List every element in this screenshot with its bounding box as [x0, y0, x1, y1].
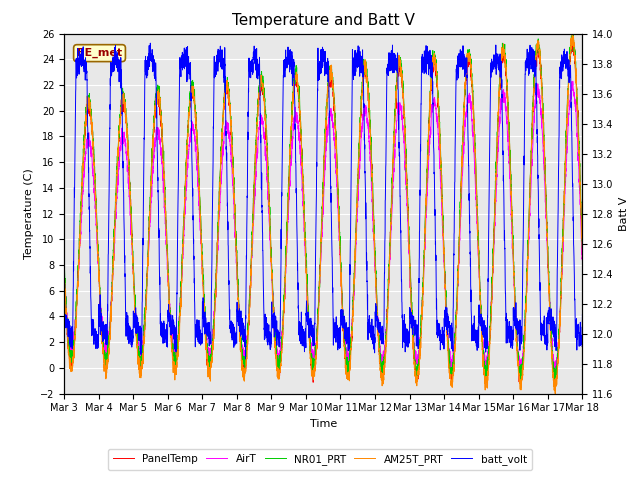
PanelTemp	[307, 351, 314, 357]
AM25T_PRT	[568, 31, 576, 36]
AirT	[278, 333, 285, 339]
AirT	[60, 266, 68, 272]
PanelTemp	[537, 69, 545, 75]
NR01_PRT	[436, 149, 444, 155]
AM25T_PRT	[60, 273, 68, 278]
Title: Temperature and Batt V: Temperature and Batt V	[232, 13, 415, 28]
AM25T_PRT	[563, 131, 570, 137]
batt_volt	[307, 326, 314, 332]
PanelTemp	[282, 258, 290, 264]
AM25T_PRT	[278, 350, 285, 356]
NR01_PRT	[563, 118, 570, 123]
NR01_PRT	[60, 259, 68, 265]
Legend: PanelTemp, AirT, NR01_PRT, AM25T_PRT, batt_volt: PanelTemp, AirT, NR01_PRT, AM25T_PRT, ba…	[108, 449, 532, 470]
AirT	[579, 256, 586, 262]
batt_volt	[242, 356, 250, 362]
AirT	[282, 264, 290, 270]
PanelTemp	[563, 123, 570, 129]
Line: NR01_PRT: NR01_PRT	[64, 34, 582, 386]
PanelTemp	[278, 345, 285, 351]
NR01_PRT	[569, 31, 577, 36]
AM25T_PRT	[579, 256, 586, 262]
batt_volt	[563, 56, 570, 62]
NR01_PRT	[307, 344, 314, 349]
AM25T_PRT	[537, 66, 545, 72]
Y-axis label: Batt V: Batt V	[620, 196, 629, 231]
NR01_PRT	[282, 252, 290, 257]
X-axis label: Time: Time	[310, 419, 337, 429]
NR01_PRT	[579, 245, 586, 251]
AM25T_PRT	[307, 355, 314, 360]
Text: EE_met: EE_met	[77, 48, 122, 58]
AirT	[537, 110, 545, 116]
AirT	[516, 371, 524, 376]
PanelTemp	[436, 154, 444, 160]
NR01_PRT	[537, 61, 545, 67]
AirT	[436, 179, 444, 185]
AM25T_PRT	[436, 151, 444, 157]
Line: batt_volt: batt_volt	[64, 43, 582, 359]
PanelTemp	[569, 37, 577, 43]
AirT	[563, 157, 570, 163]
Y-axis label: Temperature (C): Temperature (C)	[24, 168, 35, 259]
AirT	[569, 78, 577, 84]
batt_volt	[537, 332, 545, 337]
NR01_PRT	[278, 339, 285, 345]
NR01_PRT	[552, 383, 559, 389]
batt_volt	[278, 168, 286, 173]
batt_volt	[437, 336, 445, 342]
Line: AirT: AirT	[64, 81, 582, 373]
batt_volt	[60, 308, 68, 314]
batt_volt	[579, 312, 586, 317]
PanelTemp	[60, 257, 68, 263]
batt_volt	[147, 40, 154, 46]
AirT	[307, 342, 314, 348]
PanelTemp	[579, 246, 586, 252]
batt_volt	[282, 64, 290, 70]
PanelTemp	[517, 384, 525, 389]
AM25T_PRT	[282, 255, 290, 261]
Line: PanelTemp: PanelTemp	[64, 40, 582, 386]
AM25T_PRT	[551, 391, 559, 396]
Line: AM25T_PRT: AM25T_PRT	[64, 34, 582, 394]
